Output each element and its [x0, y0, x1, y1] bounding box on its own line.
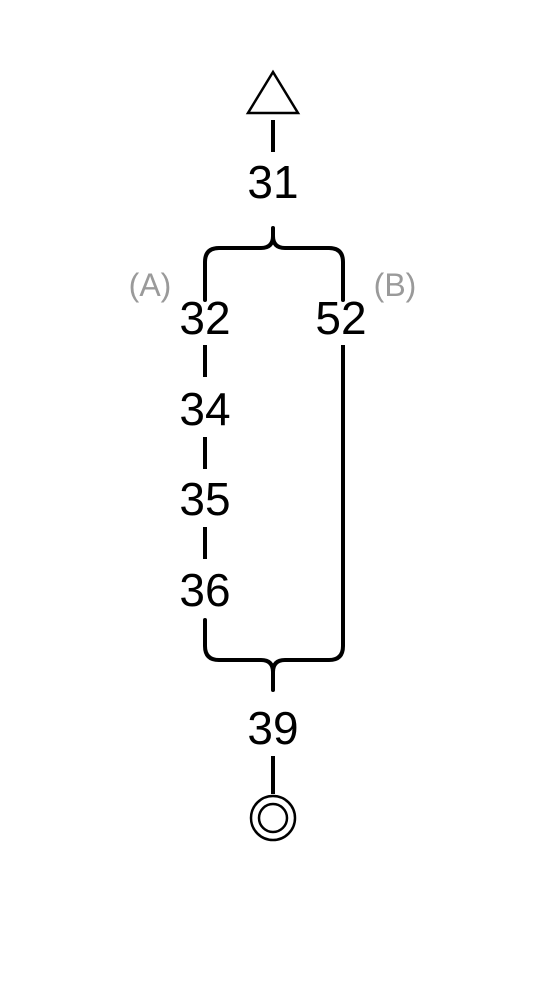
node-35: 35 [179, 473, 230, 525]
end-double-circle-icon [249, 794, 297, 842]
node-31: 31 [247, 156, 298, 208]
node-36: 36 [179, 564, 230, 616]
start-triangle-icon [245, 69, 301, 115]
merge-bracket [203, 618, 345, 692]
node-39: 39 [247, 702, 298, 754]
node-32: 32 [179, 292, 230, 344]
split-bracket [203, 226, 345, 302]
node-34: 34 [179, 383, 230, 435]
node-52: 52 [315, 292, 366, 344]
branch-a-label: (A) [129, 267, 172, 303]
branch-b-label: (B) [374, 267, 417, 303]
